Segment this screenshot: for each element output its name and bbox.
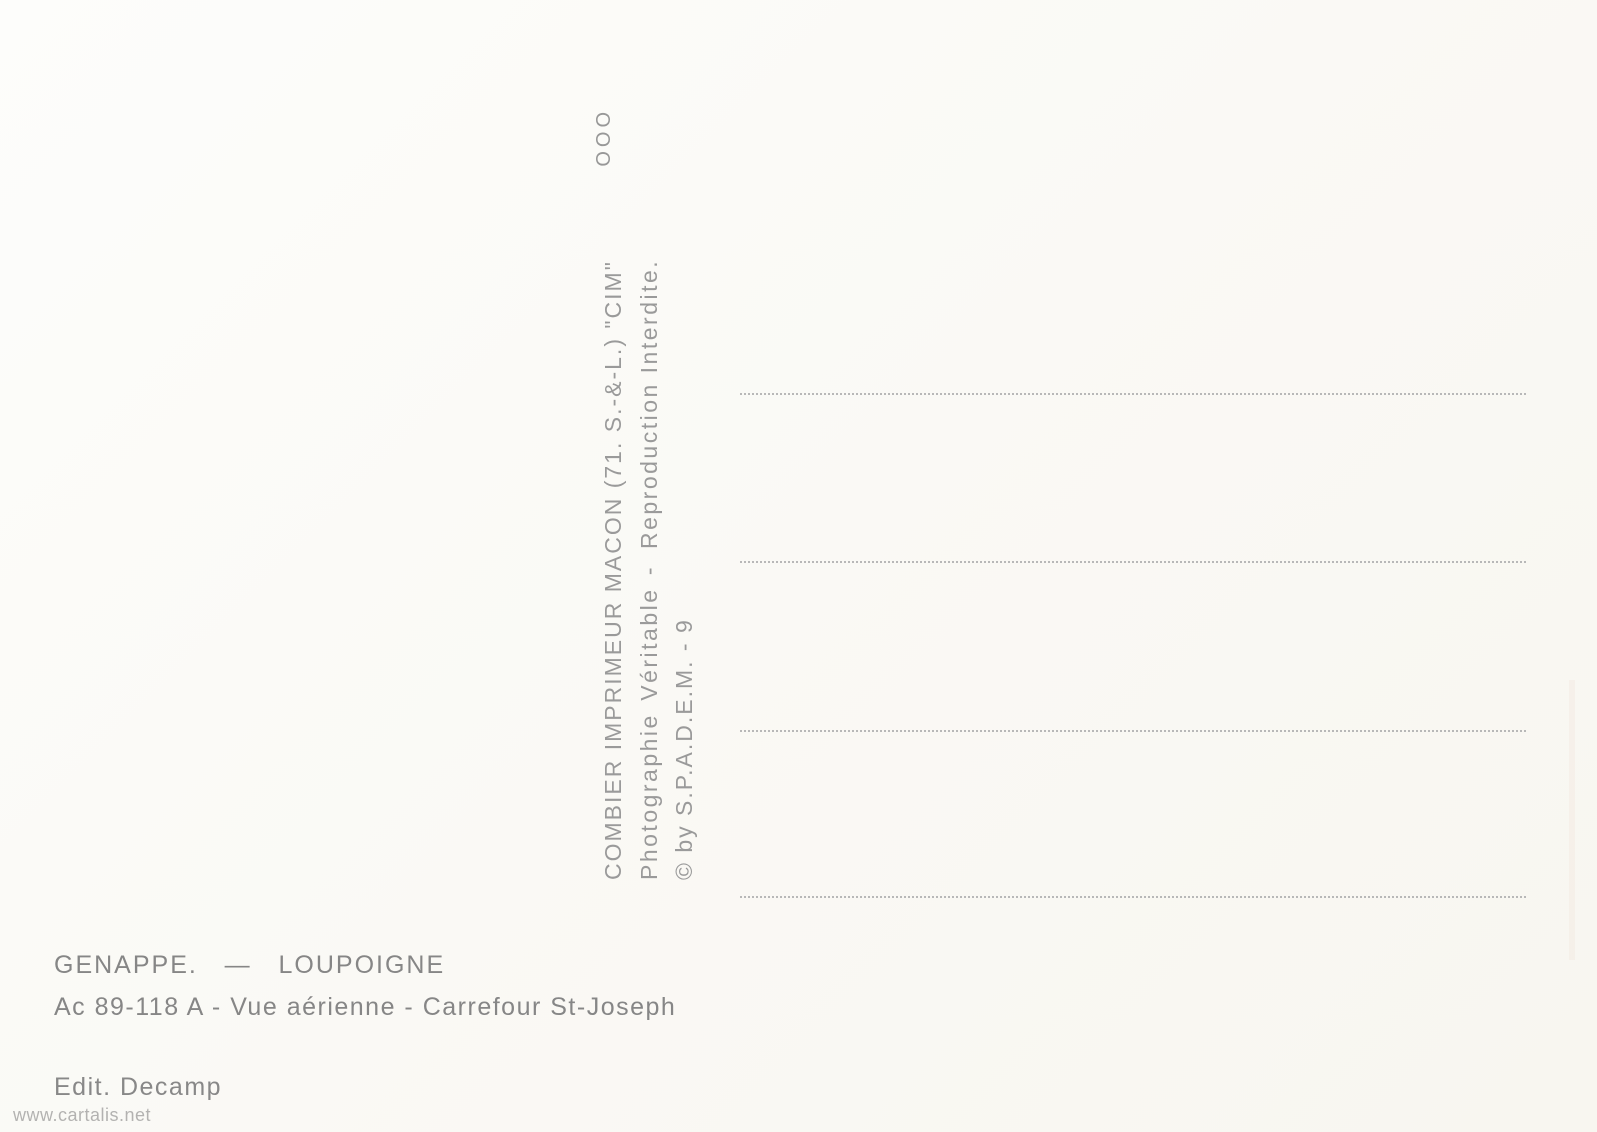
address-line bbox=[740, 393, 1526, 396]
caption-block: GENAPPE. — LOUPOIGNE Ac 89-118 A - Vue a… bbox=[54, 945, 676, 1027]
caption-title-left: GENAPPE. bbox=[54, 951, 198, 979]
address-line bbox=[740, 896, 1526, 899]
caption-title: GENAPPE. — LOUPOIGNE bbox=[54, 945, 676, 985]
spacer: - bbox=[636, 549, 662, 587]
address-line bbox=[740, 730, 1526, 733]
editor-credit: Edit. Decamp bbox=[54, 1073, 222, 1102]
postcard-back: OOO COMBIER IMPRIMEUR MACON (71. S.-&-L.… bbox=[0, 0, 1597, 1132]
printer-credit-block: COMBIER IMPRIMEUR MACON (71. S.-&-L.) "C… bbox=[596, 110, 703, 880]
edge-tint bbox=[1569, 680, 1575, 960]
caption-sub: Ac 89-118 A - Vue aérienne - Carrefour S… bbox=[54, 987, 676, 1027]
watermark-text: www.cartalis.net bbox=[13, 1105, 151, 1126]
address-line bbox=[740, 561, 1526, 564]
caption-title-dash: — bbox=[225, 951, 252, 979]
printer-line-2-left: Photographie bbox=[636, 713, 662, 880]
printer-line-2-right: Reproduction Interdite. bbox=[636, 259, 662, 549]
printer-line-2-mid: Véritable bbox=[636, 587, 662, 700]
printer-line-1: COMBIER IMPRIMEUR MACON (71. S.-&-L.) "C… bbox=[596, 110, 632, 880]
printer-line-2: Photographie Véritable - Reproduction In… bbox=[632, 110, 668, 880]
printer-line-3: © by S.P.A.D.E.M. - 9 bbox=[667, 110, 703, 880]
caption-title-right: LOUPOIGNE bbox=[279, 951, 446, 979]
spacer bbox=[636, 701, 662, 713]
